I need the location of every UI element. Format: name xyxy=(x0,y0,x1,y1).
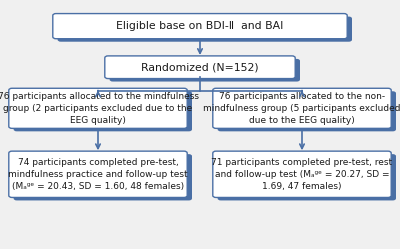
FancyBboxPatch shape xyxy=(218,91,396,131)
FancyBboxPatch shape xyxy=(53,13,347,39)
Text: 76 participants allocated to the mindfulness
group (2 participants excluded due : 76 participants allocated to the mindful… xyxy=(0,92,198,125)
FancyBboxPatch shape xyxy=(14,154,192,200)
Text: Randomized (N=152): Randomized (N=152) xyxy=(141,62,259,72)
FancyBboxPatch shape xyxy=(110,59,300,82)
FancyBboxPatch shape xyxy=(9,88,187,128)
FancyBboxPatch shape xyxy=(58,16,352,42)
FancyBboxPatch shape xyxy=(213,151,391,197)
FancyBboxPatch shape xyxy=(213,88,391,128)
FancyBboxPatch shape xyxy=(9,151,187,197)
Text: 74 participants completed pre-test,
mindfulness practice and follow-up test
(Mₐᵍ: 74 participants completed pre-test, mind… xyxy=(8,158,188,191)
Text: 76 participants allocated to the non-
mindfulness group (5 participants excluded: 76 participants allocated to the non- mi… xyxy=(203,92,400,125)
Text: Eligible base on BDI-Ⅱ  and BAI: Eligible base on BDI-Ⅱ and BAI xyxy=(116,21,284,31)
FancyBboxPatch shape xyxy=(14,91,192,131)
FancyBboxPatch shape xyxy=(218,154,396,200)
Text: 71 participants completed pre-test, rest
and follow-up test (Mₐᵍᵉ = 20.27, SD =
: 71 participants completed pre-test, rest… xyxy=(212,158,392,191)
FancyBboxPatch shape xyxy=(105,56,295,79)
